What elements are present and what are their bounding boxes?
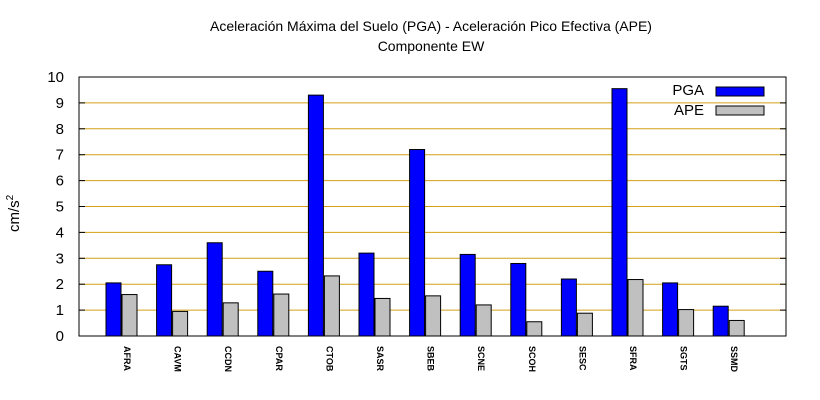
bar-ape-sgts: [678, 309, 695, 337]
bar-pga-ssmd: [712, 305, 729, 337]
bars: [105, 88, 745, 337]
bar-pga-sgts: [662, 282, 679, 337]
bar-pga-cpar: [257, 270, 274, 337]
x-tick-label: SESC: [577, 346, 587, 371]
chart-subtitle: Componente EW: [378, 38, 485, 54]
bar-ape-ctob: [323, 275, 340, 337]
bar-ape-cpar: [273, 293, 290, 337]
x-tick-label: SCOH: [527, 346, 537, 372]
y-tick-label: 5: [56, 199, 64, 216]
bar-ape-sbeb: [425, 295, 442, 337]
x-tick-label: AFRA: [122, 346, 132, 371]
y-tick-label: 7: [56, 147, 64, 164]
x-axis-categories: AFRA CAVM CCDN CPAR CTOB SASR SBEB SCNE SCOH SESC…: [122, 346, 739, 373]
y-tick-label: 8: [56, 121, 64, 138]
x-tick-label: CAVM: [173, 346, 183, 372]
x-tick-label: CTOB: [324, 346, 334, 372]
x-tick-label: SCNE: [476, 346, 486, 371]
bar-pga-scoh: [510, 262, 527, 337]
bar-ape-sesc: [576, 312, 593, 337]
bar-ape-sasr: [374, 297, 391, 337]
legend: PGA APE: [672, 82, 765, 119]
x-tick-label: SFRA: [628, 346, 638, 371]
x-tick-label: SASR: [375, 346, 385, 372]
bar-ape-ccdn: [222, 302, 239, 337]
bar-ape-afra: [121, 294, 138, 337]
bar-pga-sasr: [358, 252, 375, 337]
bar-pga-sfra: [611, 88, 628, 337]
x-tick-label: SBEB: [426, 346, 436, 372]
x-tick-label: CCDN: [223, 346, 233, 372]
bar-ape-ssmd: [728, 319, 745, 337]
legend-label-pga: PGA: [672, 82, 704, 99]
y-axis-label-exponent: 2: [5, 194, 16, 200]
bar-pga-afra: [105, 282, 122, 337]
chart-title: Aceleración Máxima del Suelo (PGA) - Ace…: [210, 18, 652, 34]
y-tick-label: 1: [56, 302, 64, 319]
bar-pga-ccdn: [206, 242, 223, 337]
plot-frame: [78, 76, 787, 337]
y-axis-label: cm/s2: [5, 194, 23, 232]
bar-pga-cavm: [156, 264, 173, 337]
bar-ape-scoh: [526, 321, 543, 337]
legend-swatch-pga: [715, 86, 765, 97]
y-tick-label: 9: [56, 95, 64, 112]
x-tick-label: SSMD: [729, 346, 739, 373]
y-tick-label: 10: [47, 69, 64, 86]
bar-ape-sfra: [627, 279, 644, 337]
y-tick-label: 0: [56, 328, 64, 345]
y-axis-ticks: 0 1 2 3 4 5 6 7 8 9 10: [47, 69, 64, 345]
x-tick-label: SGTS: [679, 346, 689, 371]
y-tick-label: 2: [56, 276, 64, 293]
grid-lines: [79, 76, 786, 337]
bar-ape-scne: [475, 304, 492, 337]
bar-ape-cavm: [172, 310, 189, 337]
bar-pga-scne: [459, 253, 476, 337]
x-tick-label: CPAR: [274, 346, 284, 371]
bar-pga-ctob: [307, 94, 324, 337]
y-axis-label-base: cm/s: [6, 200, 23, 232]
bar-pga-sesc: [560, 278, 577, 337]
legend-swatch-ape: [715, 105, 765, 116]
y-tick-label: 3: [56, 250, 64, 267]
y-tick-label: 6: [56, 173, 64, 190]
bar-pga-sbeb: [409, 149, 426, 337]
y-tick-label: 4: [56, 224, 64, 241]
legend-label-ape: APE: [674, 102, 704, 119]
